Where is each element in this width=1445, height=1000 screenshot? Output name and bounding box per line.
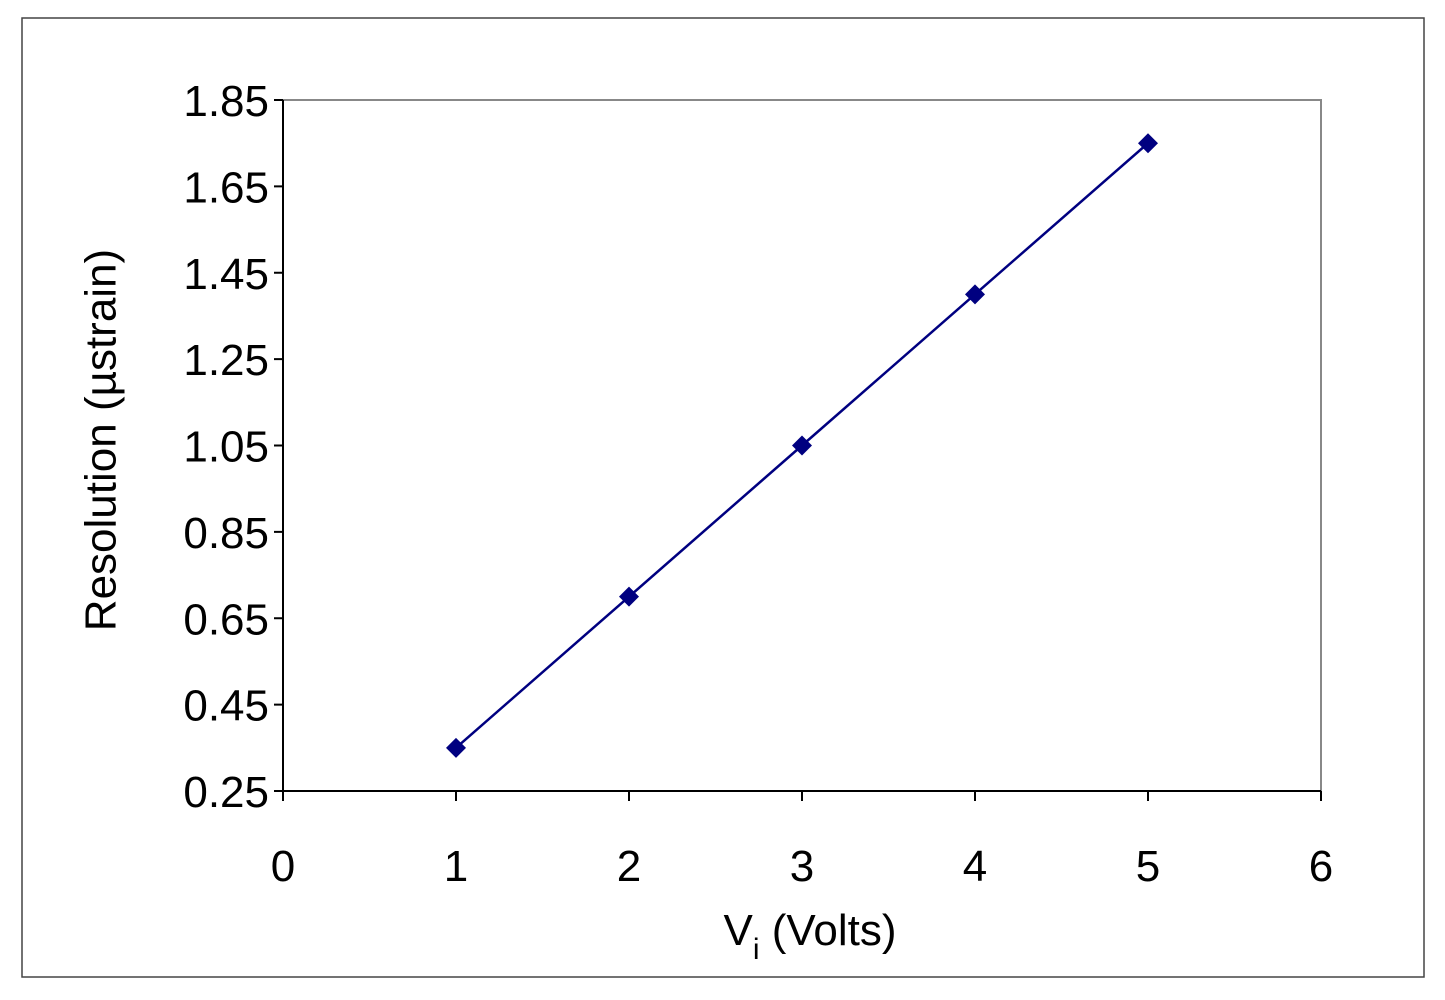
marker	[619, 586, 639, 607]
y-tick-label: 0.45	[183, 682, 269, 731]
y-tick-label: 0.25	[183, 768, 269, 817]
x-label-sub: i	[753, 933, 760, 966]
y-tick-label: 1.85	[183, 77, 269, 126]
x-tick-label: 0	[271, 842, 295, 891]
y-tick-label: 1.05	[183, 423, 269, 472]
x-tick-label: 6	[1309, 842, 1333, 891]
y-tick-label: 1.65	[183, 163, 269, 212]
x-tick-label: 5	[1136, 842, 1160, 891]
marker	[792, 435, 812, 456]
y-tick-label: 1.25	[183, 336, 269, 385]
y-tick-label: 1.45	[183, 250, 269, 299]
x-axis-label: Vi (Volts)	[724, 906, 897, 966]
y-tick-label: 0.65	[183, 595, 269, 644]
x-label-main: V	[724, 906, 754, 955]
x-label-rest: (Volts)	[760, 906, 897, 955]
x-tick-label: 4	[963, 842, 987, 891]
y-axis-label: Resolution (µstrain)	[77, 249, 126, 631]
x-tick-label: 2	[617, 842, 641, 891]
marker	[1138, 133, 1158, 154]
y-tick-label: 0.85	[183, 509, 269, 558]
x-tick-label: 3	[790, 842, 814, 891]
marker	[965, 284, 985, 305]
chart-frame	[21, 17, 1425, 978]
marker	[446, 737, 466, 758]
x-tick-label: 1	[444, 842, 468, 891]
